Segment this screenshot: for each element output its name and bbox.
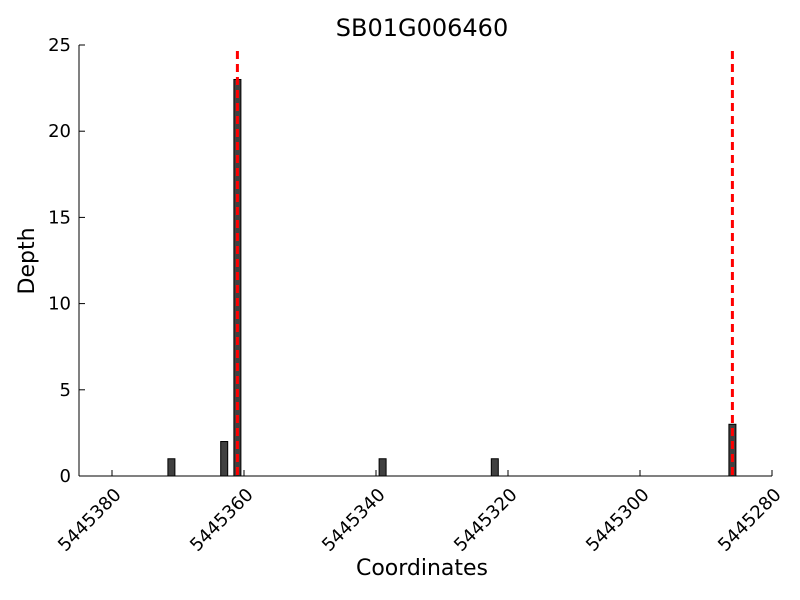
depth-bar — [220, 441, 229, 477]
x-tick-label: 5445280 — [714, 484, 786, 556]
y-tick-label: 0 — [60, 466, 71, 487]
y-tick-label: 25 — [48, 35, 71, 56]
x-tick-label: 5445320 — [450, 484, 522, 556]
y-tick-label: 15 — [48, 207, 71, 228]
y-tick-label: 20 — [48, 121, 71, 142]
x-axis-title: Coordinates — [356, 556, 488, 581]
x-tick-label: 5445360 — [186, 484, 258, 556]
x-tick-label: 5445380 — [54, 484, 126, 556]
depth-bar — [728, 423, 737, 477]
y-tick-label: 5 — [60, 380, 71, 401]
y-tick-label: 10 — [48, 294, 71, 315]
x-tick-label: 5445340 — [318, 484, 390, 556]
chart-title: SB01G006460 — [336, 14, 508, 42]
depth-bar — [167, 458, 176, 477]
depth-bar — [490, 458, 499, 477]
y-axis-title: Depth — [15, 227, 40, 294]
x-tick-label: 5445300 — [582, 484, 654, 556]
plot-area: 0 5 10 15 20 25 5445380 5445360 5445340 5445320 54… — [48, 35, 786, 556]
depth-bar — [378, 458, 387, 477]
